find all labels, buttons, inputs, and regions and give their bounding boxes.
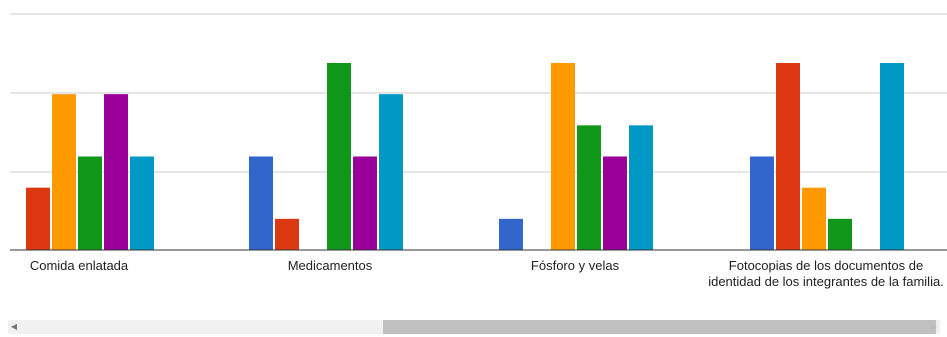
bar[interactable]	[551, 63, 575, 250]
bar[interactable]	[78, 156, 102, 251]
category-label: Comida enlatada	[29, 258, 129, 273]
category-label: Medicamentos	[287, 258, 373, 273]
horizontal-scrollbar[interactable]: ◀ ▶	[8, 320, 940, 334]
bar[interactable]	[52, 94, 76, 251]
bar[interactable]	[327, 63, 351, 250]
bar[interactable]	[750, 156, 774, 251]
bar[interactable]	[130, 156, 154, 251]
bar-chart	[10, 13, 947, 251]
category-label: Fósforo y velas	[530, 258, 620, 273]
bar[interactable]	[629, 125, 653, 250]
bar[interactable]	[275, 218, 299, 250]
bar[interactable]	[499, 218, 523, 250]
bar[interactable]	[828, 218, 852, 250]
bar[interactable]	[379, 94, 403, 251]
bar[interactable]	[880, 63, 904, 250]
bar[interactable]	[577, 125, 601, 250]
bar[interactable]	[104, 94, 128, 251]
bar[interactable]	[353, 156, 377, 251]
bar[interactable]	[802, 187, 826, 250]
chevron-left-icon[interactable]: ◀	[10, 322, 18, 331]
bar[interactable]	[776, 63, 800, 250]
bar[interactable]	[249, 156, 273, 251]
bar[interactable]	[603, 156, 627, 251]
chevron-right-icon[interactable]: ▶	[930, 322, 938, 331]
bar[interactable]	[26, 187, 50, 250]
scrollbar-thumb[interactable]	[383, 320, 936, 334]
category-label: Fotocopias de los documentos de identida…	[708, 258, 944, 289]
